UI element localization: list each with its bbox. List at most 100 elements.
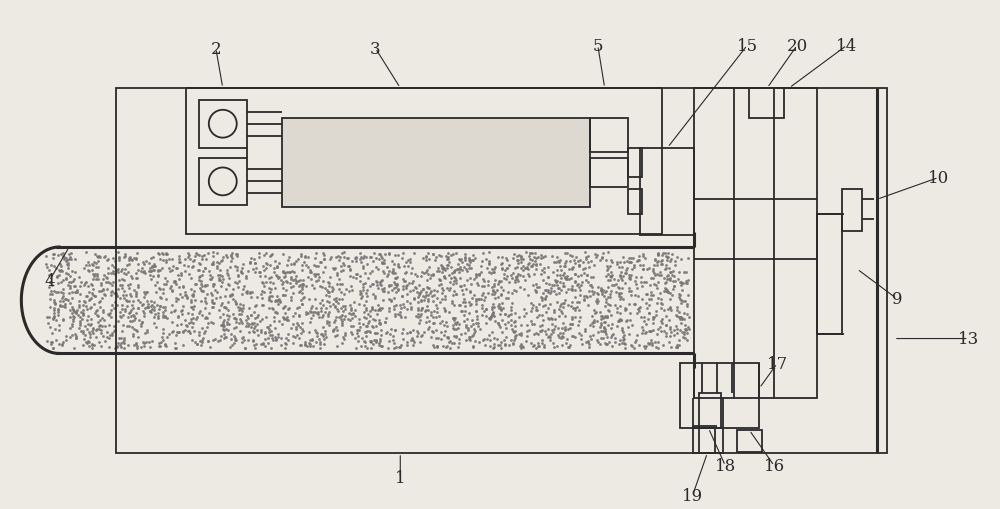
Point [262,252,278,261]
Point [609,304,625,313]
Bar [116,89,887,453]
Point [528,303,544,312]
Point [410,306,426,314]
Point [657,249,673,258]
Point [481,268,497,276]
Point [521,260,537,268]
Point [110,286,126,294]
Point [224,290,240,298]
Point [415,293,431,301]
Point [333,304,349,313]
Point [51,322,67,330]
Point [657,279,673,288]
Point [485,309,501,318]
Point [373,277,389,286]
Point [52,261,68,269]
Point [387,269,403,277]
Point [439,343,455,351]
Point [237,345,253,353]
Point [128,256,144,264]
Point [481,331,497,340]
Point [111,253,127,262]
Point [113,340,129,348]
Point [507,310,523,318]
Point [348,345,364,353]
Point [136,293,152,301]
Point [410,293,426,301]
Point [523,340,539,348]
Point [387,326,403,334]
Point [139,329,155,337]
Point [147,281,163,289]
Point [97,322,113,330]
Point [449,319,465,327]
Point [371,339,387,347]
Point [322,273,338,281]
Point [374,258,390,266]
Point [101,321,117,329]
Point [67,288,83,296]
Point [649,284,665,292]
Point [629,285,645,293]
Point [205,336,221,345]
Point [549,271,565,279]
Point [261,297,277,305]
Point [534,295,550,303]
Point [613,293,629,301]
Point [571,263,587,271]
Point [407,283,423,291]
Point [484,310,500,318]
Point [554,342,570,350]
Point [448,332,464,340]
Point [88,327,104,335]
Point [622,309,638,317]
Point [440,333,456,342]
Point [130,283,146,291]
Point [215,323,231,331]
Point [395,326,411,334]
Point [561,275,577,284]
Point [604,272,620,280]
Point [186,327,202,335]
Point [524,249,540,258]
Point [52,298,68,306]
Point [261,284,277,292]
Point [418,318,434,326]
Point [375,287,391,295]
Point [253,326,269,334]
Point [136,312,152,320]
Point [112,294,128,302]
Point [610,284,626,292]
Point [109,343,125,351]
Point [395,282,411,291]
Point [64,331,80,339]
Point [330,252,346,261]
Point [238,272,254,280]
Point [371,255,387,263]
Point [336,291,352,299]
Point [496,271,512,279]
Point [367,294,383,302]
Point [663,255,679,263]
Point [437,274,453,282]
Point [655,249,671,258]
Point [621,287,637,295]
Point [68,332,84,341]
Point [333,267,349,275]
Point [454,307,470,316]
Point [244,288,260,296]
Point [54,303,70,311]
Point [647,271,663,279]
Point [200,319,216,327]
Point [90,275,106,284]
Point [355,263,371,271]
Point [199,281,215,289]
Point [434,318,450,326]
Point [545,328,561,336]
Point [563,303,579,311]
Point [233,310,249,319]
Point [96,254,112,262]
Point [436,264,452,272]
Point [431,313,447,321]
Point [164,287,180,295]
